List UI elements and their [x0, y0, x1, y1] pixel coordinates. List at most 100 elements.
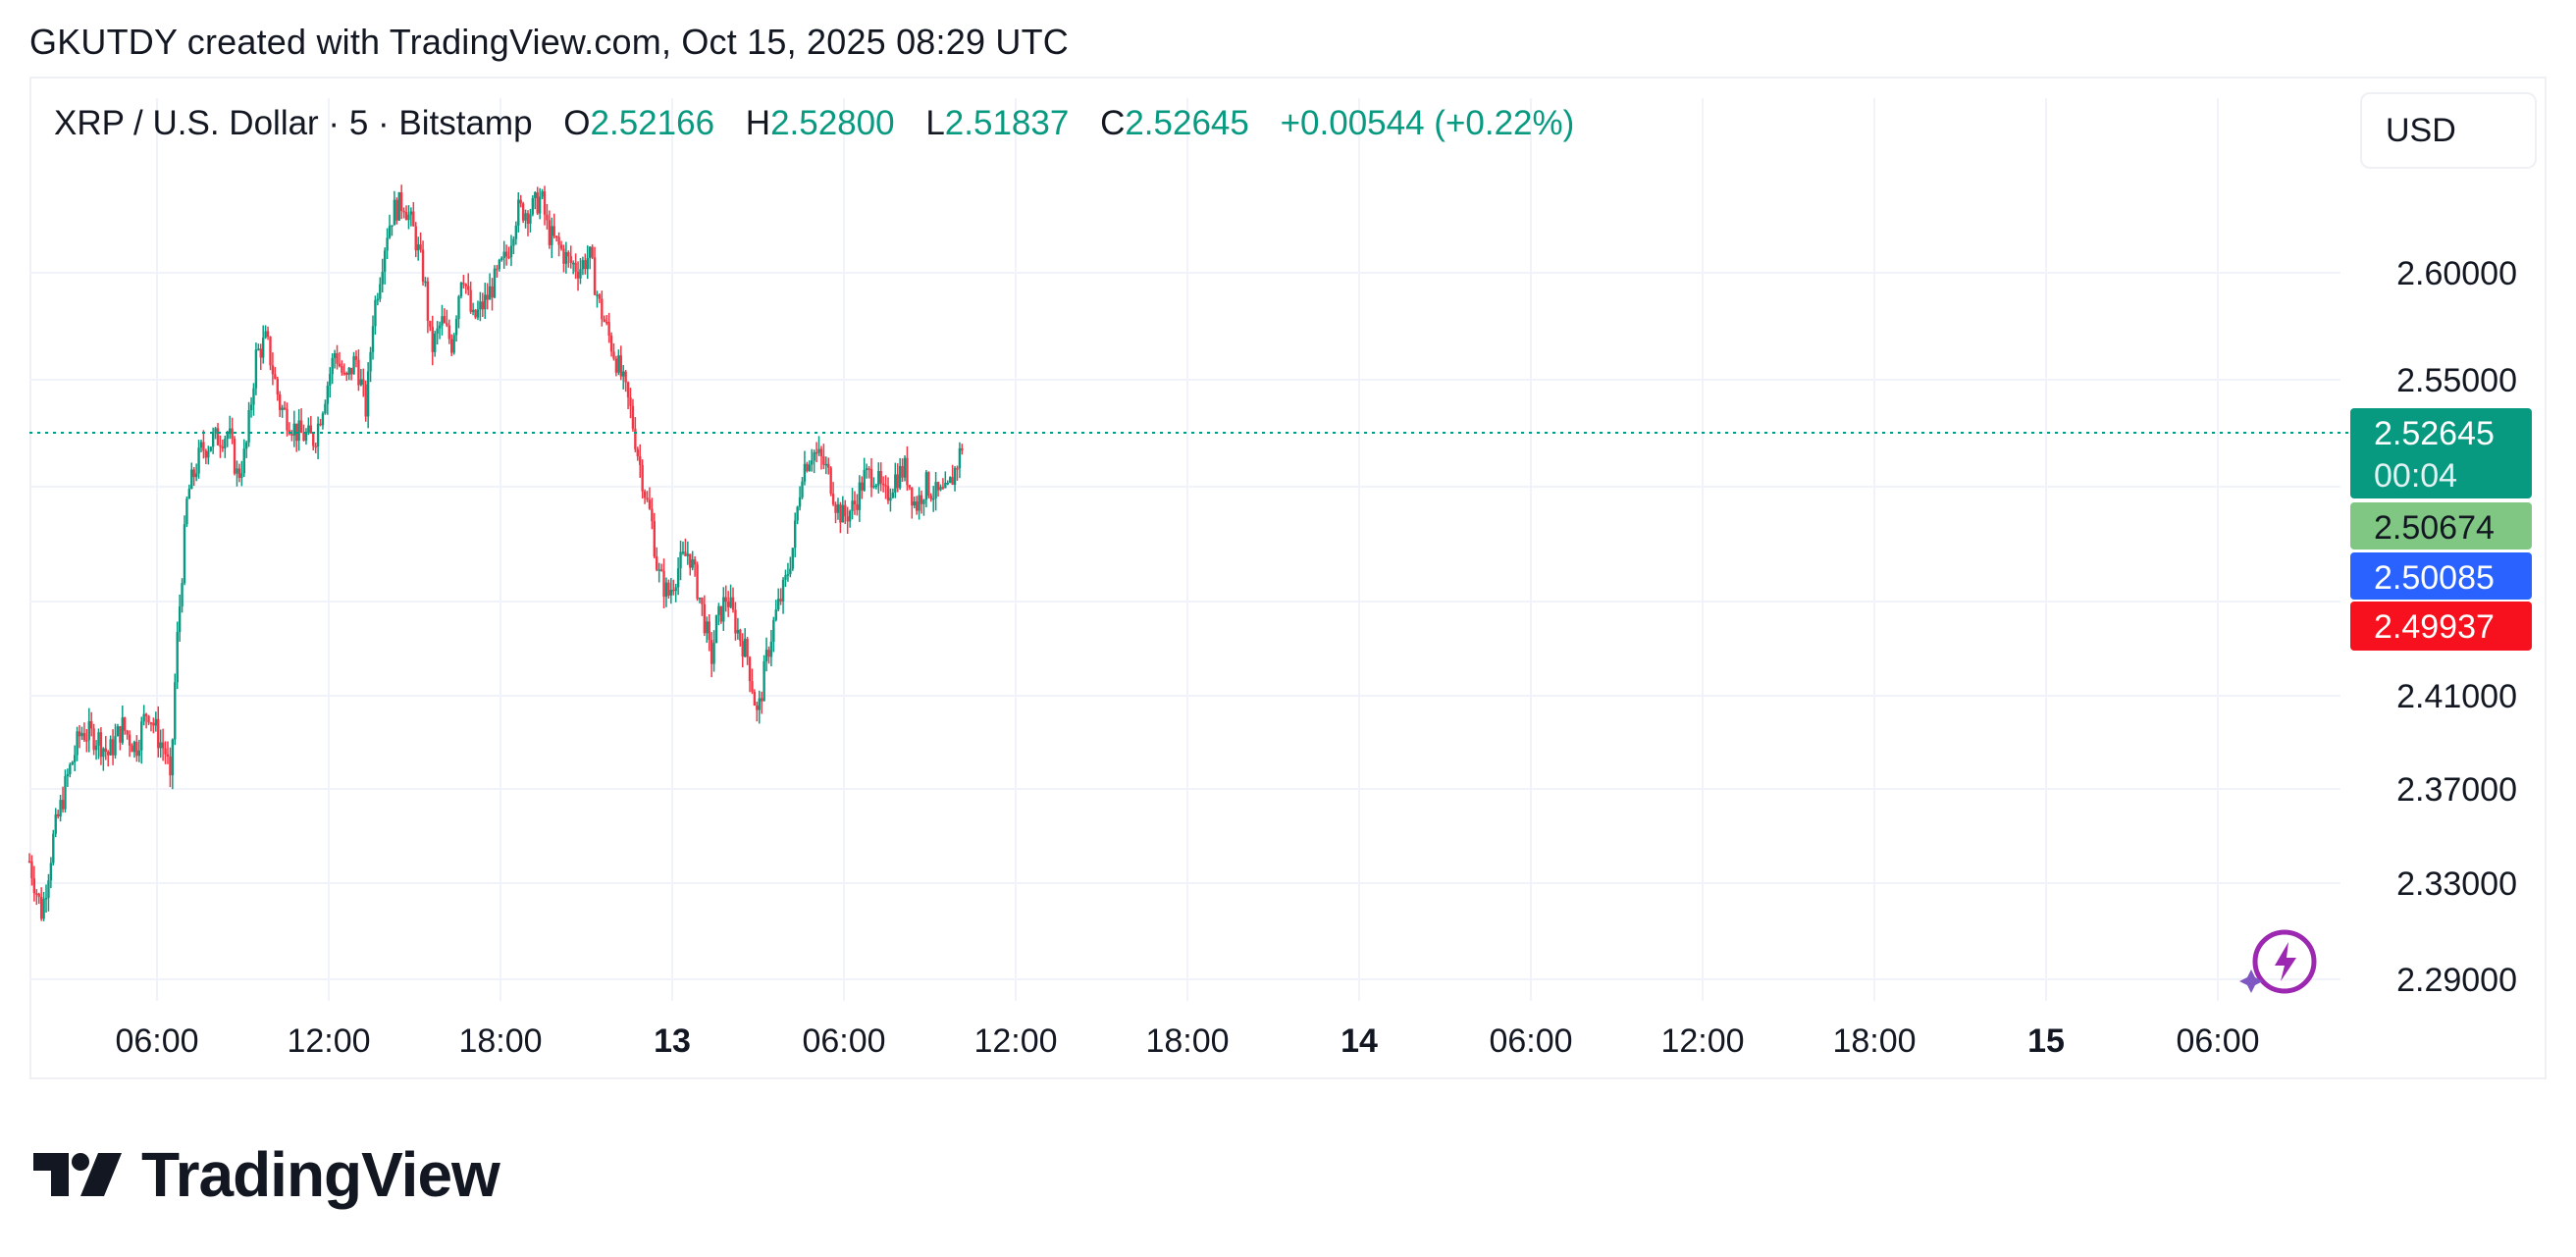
candle-body: [386, 237, 389, 251]
candle-body: [813, 451, 815, 461]
candle-body: [869, 468, 873, 488]
candle-body: [467, 286, 470, 290]
candle-body: [76, 731, 79, 756]
candle-body: [796, 506, 799, 521]
price-axis-label: 2.33000: [2396, 865, 2517, 903]
candle-body: [667, 582, 670, 596]
candle-body: [219, 445, 222, 447]
candle-body: [674, 587, 677, 591]
candle-body: [734, 609, 737, 634]
candle-body: [915, 501, 919, 511]
candle-body: [631, 405, 635, 429]
candle-body: [931, 498, 935, 500]
candle-body: [944, 483, 947, 489]
candle-body: [80, 732, 83, 737]
candle-body: [863, 470, 866, 491]
candle-body: [71, 761, 74, 765]
candle-body: [37, 893, 40, 897]
tradingview-logo-icon: [33, 1153, 122, 1196]
candle-body: [643, 491, 647, 498]
candle-body: [772, 619, 775, 643]
candle-body: [861, 482, 864, 491]
candle-body: [82, 732, 86, 741]
candle-body: [35, 893, 38, 895]
candle-body: [304, 433, 308, 442]
candle-body: [174, 682, 177, 740]
candle-body: [379, 284, 382, 299]
candle-body: [276, 378, 279, 394]
candle-body: [446, 323, 448, 326]
candle-body: [708, 621, 710, 641]
candle-body: [176, 632, 179, 683]
candle-body: [519, 199, 522, 204]
candle-body: [369, 351, 372, 372]
candle-body: [59, 800, 62, 817]
candle-body: [748, 656, 752, 682]
candle-body: [414, 226, 417, 251]
candle-body: [591, 246, 594, 258]
candle-body: [366, 371, 370, 417]
candle-body: [30, 861, 33, 879]
candle-body: [822, 456, 825, 465]
candle-body: [407, 214, 410, 221]
candle-body: [801, 481, 804, 498]
candle-body: [689, 553, 692, 568]
candle-body: [140, 721, 143, 751]
candle-body: [867, 468, 870, 470]
candle-body: [941, 487, 945, 489]
chart-frame: [29, 77, 2547, 1079]
candle-body: [834, 504, 837, 513]
candle-body: [183, 524, 186, 584]
header-attribution: GKUTDY created with TradingView.com, Oct…: [29, 22, 1069, 62]
candle-body: [881, 483, 885, 486]
candle-body: [185, 498, 188, 525]
candle-body: [338, 363, 342, 366]
candle-body: [679, 551, 682, 569]
candle-body: [462, 283, 465, 285]
candle-body: [951, 477, 954, 486]
candle-body: [891, 492, 895, 498]
currency-button[interactable]: USD: [2360, 92, 2537, 169]
candle-body: [157, 718, 160, 749]
candle-body: [264, 331, 267, 339]
candle-body: [178, 606, 182, 633]
candle-body: [741, 641, 744, 657]
candle-body: [517, 199, 520, 226]
candle-body: [54, 813, 57, 834]
candle-body: [342, 372, 346, 375]
candle-body: [383, 250, 387, 273]
candle-body: [629, 396, 632, 406]
candle-body: [240, 473, 243, 478]
candle-body: [576, 271, 580, 279]
candle-body: [498, 260, 501, 269]
candle-body: [388, 226, 392, 238]
candle-body: [32, 878, 36, 894]
candle-body: [619, 355, 622, 377]
candle-body: [283, 407, 287, 410]
candle-body: [329, 374, 332, 386]
candle-body: [464, 284, 467, 287]
price-axis-label: 2.60000: [2396, 255, 2517, 292]
tradingview-logo[interactable]: TradingView: [33, 1138, 500, 1211]
candle-body: [598, 294, 602, 299]
candle-body: [126, 730, 129, 735]
candle-body: [128, 734, 131, 746]
candle-body: [429, 320, 432, 328]
candle-body: [254, 349, 258, 389]
candle-body: [64, 775, 67, 810]
candle-body: [144, 713, 148, 716]
candle-body: [751, 681, 754, 693]
time-axis-label: 18:00: [1832, 1022, 1916, 1060]
candle-body: [419, 244, 422, 250]
candle-body: [169, 756, 172, 776]
candle-body: [612, 351, 615, 359]
candle-body: [131, 745, 133, 753]
candle-body: [364, 384, 367, 417]
candle-body: [154, 718, 158, 726]
candle-body: [641, 464, 644, 492]
candle-body: [579, 269, 582, 279]
candle-body: [815, 451, 818, 454]
candle-body: [605, 321, 608, 324]
candle-body: [89, 721, 93, 729]
